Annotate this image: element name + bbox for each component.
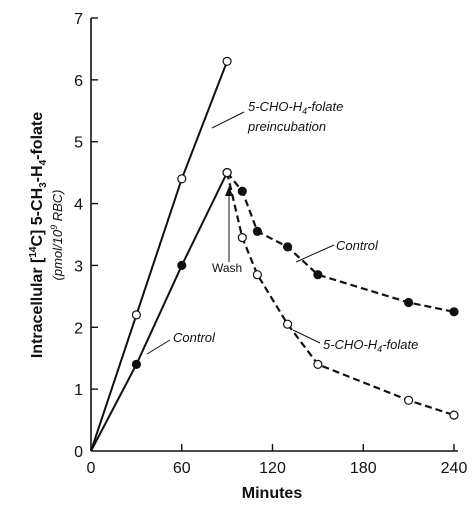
data-point-pre (177, 174, 187, 184)
x-ticks: 0 60 120 180 240 (87, 444, 468, 477)
y-tick-label: 0 (74, 444, 83, 461)
data-point-pre (131, 310, 141, 320)
annotation-preincubation-leader (211, 111, 245, 129)
data-point-ctrl-up (177, 260, 187, 270)
y-tick-label: 2 (74, 320, 83, 337)
x-axis-title: Minutes (242, 485, 303, 502)
data-point-folate-wash (449, 410, 459, 420)
data-point-folate-wash (237, 233, 247, 243)
series-line-folate-wash (226, 172, 455, 417)
annotation-folate: 5-CHO-H4-folate (323, 337, 418, 354)
data-point-folate-wash (404, 395, 414, 405)
annotation-wash: Wash (212, 261, 242, 275)
data-point-ctrl-wash (252, 226, 262, 236)
y-axis-title: Intracellular [14C] 5-CH3-H4-folate (28, 112, 49, 358)
x-tick-label: 120 (259, 460, 286, 477)
data-point-ctrl-wash (237, 186, 247, 196)
data-point-folate-wash (222, 168, 232, 178)
data-point-ctrl-wash (449, 307, 459, 317)
annotation-folate-leader (292, 329, 321, 344)
data-point-folate-wash (283, 319, 293, 329)
y-axis-unit: (pmol/109 RBC) (49, 190, 65, 281)
annotation-control-lower: Control (173, 330, 216, 345)
data-point-pre (222, 56, 232, 66)
x-tick-label: 60 (173, 460, 191, 477)
x-tick-label: 180 (350, 460, 377, 477)
x-tick-label: 240 (441, 460, 468, 477)
y-tick-label: 4 (74, 197, 83, 214)
annotation-control-upper: Control (336, 238, 379, 253)
y-tick-label: 5 (74, 135, 83, 152)
series-line-ctrl-up (90, 172, 228, 452)
annotation-wash-arrowhead (225, 186, 233, 196)
series-layer (90, 56, 459, 452)
data-point-ctrl-wash (404, 297, 414, 308)
annotation-preincubation-line2: preincubation (247, 119, 326, 134)
y-ticks: 0 1 2 3 4 5 6 7 (74, 11, 98, 461)
x-tick-label: 0 (87, 460, 96, 477)
annotation-preincubation-line1: 5-CHO-H4-folate (248, 99, 343, 116)
svg-text:Intracellular [14C] 5-CH3-H4-f: Intracellular [14C] 5-CH3-H4-folate (28, 112, 49, 358)
y-tick-label: 7 (74, 11, 83, 28)
data-point-ctrl-wash (313, 270, 323, 280)
annotation-control-upper-leader (295, 244, 335, 263)
y-tick-label: 3 (74, 258, 83, 275)
series-line-pre (90, 60, 229, 452)
svg-text:(pmol/109 RBC): (pmol/109 RBC) (49, 190, 65, 281)
data-point-ctrl-wash (283, 242, 293, 252)
annotation-control-lower-leader (146, 339, 171, 355)
data-point-ctrl-up (131, 359, 141, 369)
y-tick-label: 1 (74, 382, 83, 399)
y-tick-label: 6 (74, 73, 83, 90)
data-point-folate-wash (252, 270, 262, 280)
data-point-folate-wash (313, 359, 323, 369)
